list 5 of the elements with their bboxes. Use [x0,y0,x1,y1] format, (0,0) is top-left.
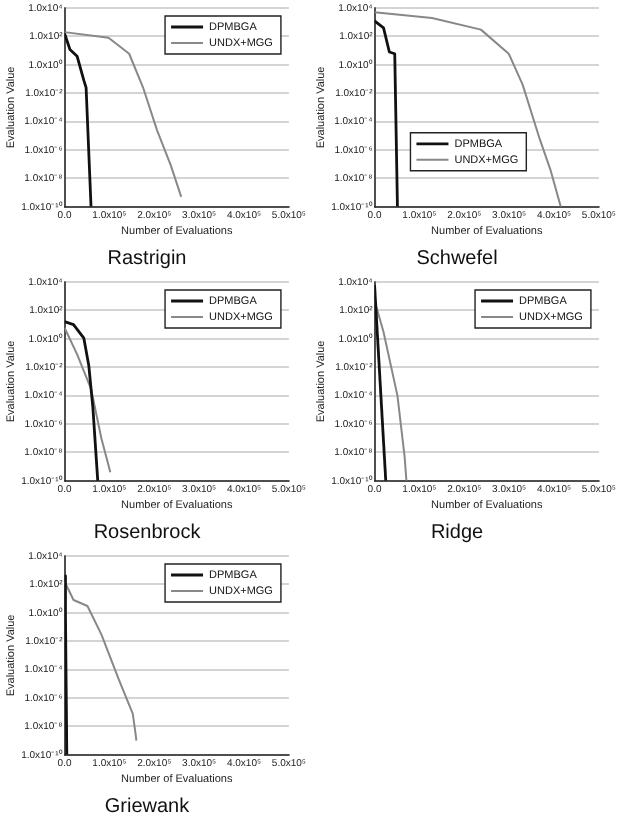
text: Rosenbrock [93,521,203,544]
text: Rastrigin [107,247,187,270]
text: Griewank [104,795,192,818]
text: Schwefel [416,247,498,270]
text: Ridge [430,521,484,544]
